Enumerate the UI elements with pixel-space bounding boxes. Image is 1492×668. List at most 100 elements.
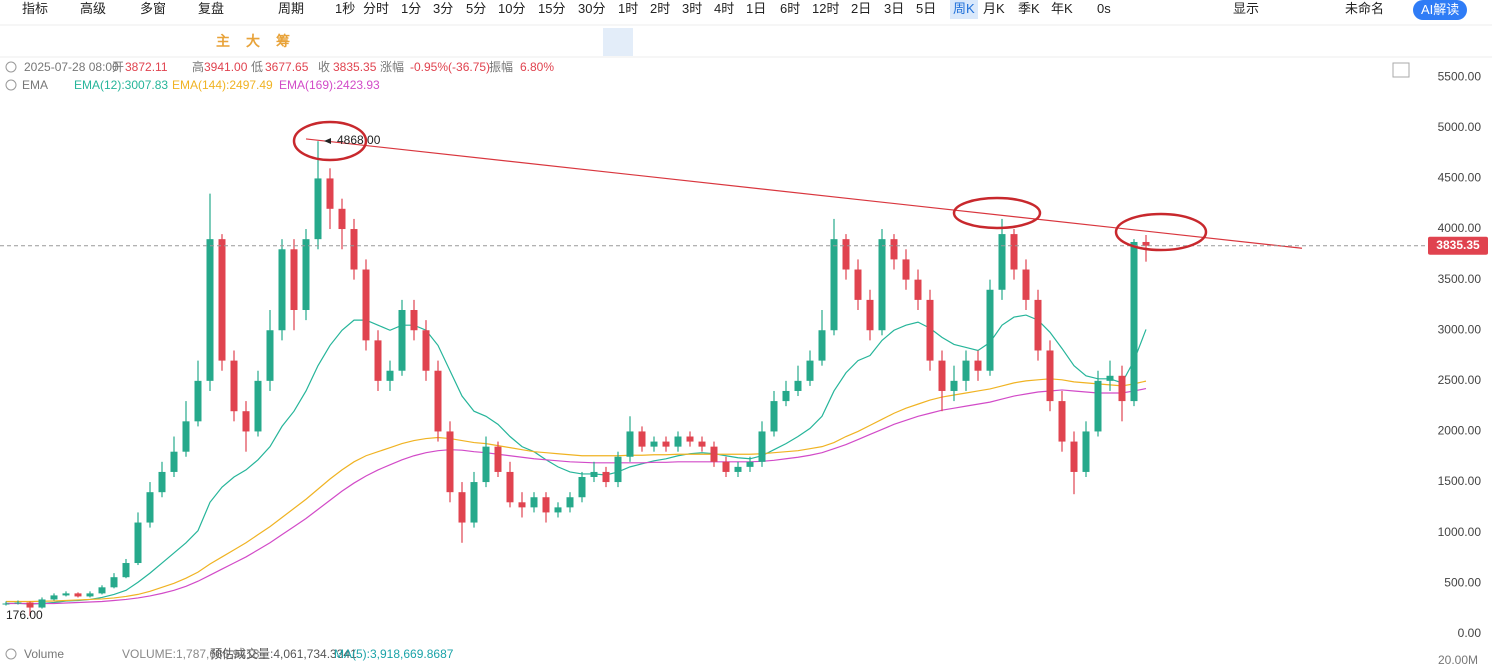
toolbar-button[interactable]: 5分 (466, 1, 487, 16)
candle-body (122, 563, 130, 578)
highlight-circle (292, 120, 368, 162)
candle-body (1142, 241, 1150, 246)
tool-button[interactable]: 筹 (276, 33, 290, 49)
toolbar-button[interactable]: 1秒 (335, 1, 356, 16)
candle-body (554, 507, 562, 513)
info-value: 3677.65 (265, 60, 309, 74)
candle-body (1022, 269, 1030, 300)
toolbar-button[interactable]: 3时 (682, 1, 703, 16)
candle-body (842, 239, 850, 270)
collapse-icon[interactable] (5, 648, 17, 660)
toolbar-button[interactable]: 多窗 (140, 1, 167, 16)
y-tick-label: 1500.00 (1438, 474, 1482, 488)
collapse-icon[interactable] (5, 79, 17, 91)
toolbar-button[interactable]: 复盘 (198, 1, 225, 16)
info-value: 6.80% (520, 60, 555, 74)
candle-body (146, 492, 154, 523)
candle-body (998, 234, 1006, 290)
toolbar-button[interactable]: 15分 (538, 1, 566, 16)
candle-body (686, 436, 694, 442)
y-tick-label: 3000.00 (1438, 322, 1482, 336)
toolbar-button[interactable]: 年K (1051, 1, 1073, 16)
candle-body (806, 360, 814, 381)
y-tick-label: 3500.00 (1438, 272, 1482, 286)
toolbar-button[interactable]: 1日 (746, 1, 767, 16)
candle-body (914, 279, 922, 300)
candle-body (530, 497, 538, 508)
toolbar-button[interactable]: 显示 (1233, 1, 1260, 16)
candle-body (1094, 380, 1102, 432)
toolbar-button[interactable]: 3日 (884, 1, 905, 16)
candle-body (26, 602, 34, 608)
tool-button[interactable]: 主 (216, 33, 230, 49)
toolbar-button[interactable]: 30分 (578, 1, 606, 16)
ema-line (5, 314, 1147, 605)
candle-body (890, 239, 898, 260)
toolbar-button[interactable]: 周期 (278, 1, 305, 16)
toolbar-button[interactable]: 2日 (851, 1, 872, 16)
candle-body (614, 456, 622, 483)
toolbar-button[interactable]: 季K (1018, 1, 1040, 16)
candle-body (326, 178, 334, 209)
tool-selected[interactable] (603, 28, 633, 56)
toolbar-button[interactable]: 1时 (618, 1, 639, 16)
toolbar-button[interactable]: 0s (1097, 1, 1111, 16)
toolbar-button[interactable]: 3分 (433, 1, 454, 16)
candle-body (1130, 241, 1138, 402)
toolbar-button[interactable]: 1分 (401, 1, 422, 16)
collapse-icon[interactable] (5, 61, 17, 73)
tool-button[interactable]: 大 (246, 33, 260, 49)
candle-body (398, 310, 406, 371)
candle-body (494, 446, 502, 472)
candle-body (866, 299, 874, 331)
toolbar-button[interactable]: 5日 (916, 1, 937, 16)
candle-body (722, 461, 730, 472)
candle-body (14, 602, 22, 604)
toolbar-button[interactable]: 指标 (22, 1, 49, 16)
toolbar-button[interactable]: 分时 (363, 1, 390, 16)
candle-body (242, 411, 250, 432)
toolbar-button[interactable]: 10分 (498, 1, 526, 16)
candle-body (278, 249, 286, 331)
toolbar-button[interactable]: 高级 (80, 1, 107, 16)
toolbar-button[interactable]: 周K (950, 0, 978, 19)
candle-body (446, 431, 454, 493)
y-tick-label: 2500.00 (1438, 373, 1482, 387)
trendline (305, 138, 1303, 249)
candle-body (86, 593, 94, 597)
toolbar-button[interactable]: AI解读 (1413, 0, 1468, 20)
indicator-name: EMA (22, 78, 49, 92)
candle-body (758, 431, 766, 462)
candle-body (518, 502, 526, 508)
info-label: 开 (112, 60, 125, 74)
candle-body (2, 603, 10, 605)
toolbar-button[interactable]: 12时 (812, 1, 840, 16)
candle-body (854, 269, 862, 300)
candle-body (770, 401, 778, 432)
candle-body (158, 471, 166, 493)
candle-body (350, 229, 358, 270)
candle-body (746, 461, 754, 467)
toolbar-button[interactable]: 未命名 (1345, 1, 1385, 16)
info-label: 高 (192, 60, 205, 74)
peak-arrow (324, 138, 331, 144)
info-label: 涨幅 (380, 60, 405, 74)
peak-label: 4868.00 (337, 133, 381, 147)
info-label: 振幅 (489, 60, 514, 74)
toolbar-button[interactable]: 2时 (650, 1, 671, 16)
y-tick-label: 5000.00 (1438, 120, 1482, 134)
legend-entry: EMA(12):3007.83 (74, 78, 169, 92)
candle-body (1082, 431, 1090, 472)
candle-body (110, 577, 118, 588)
candle-body (638, 431, 646, 447)
fullscreen-icon[interactable] (1392, 62, 1410, 78)
toolbar-button[interactable]: 月K (983, 1, 1005, 16)
toolbar-button[interactable]: 4时 (714, 1, 735, 16)
candle-body (266, 330, 274, 381)
toolbar-button[interactable]: 6时 (780, 1, 801, 16)
candle-body (302, 239, 310, 311)
candle-body (1118, 375, 1126, 402)
candle-body (974, 360, 982, 371)
candle-body (1034, 299, 1042, 351)
